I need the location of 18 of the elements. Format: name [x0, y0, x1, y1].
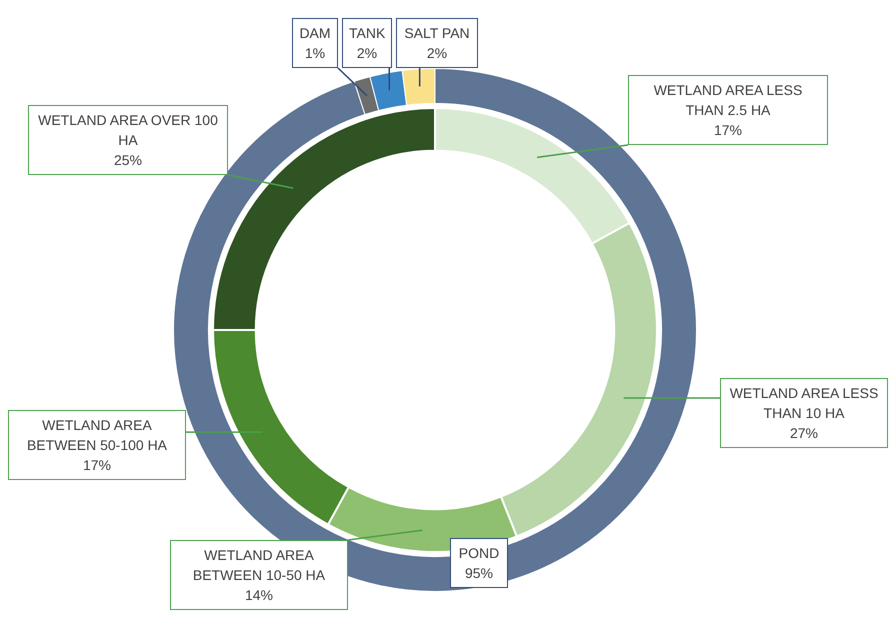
- slice-label: WETLAND AREA OVER 100 HA: [37, 111, 219, 150]
- slice-label: DAM: [299, 24, 331, 43]
- slice-label: SALT PAN: [403, 24, 471, 43]
- data-label: 2%: [356, 44, 378, 63]
- data-label: 25%: [112, 151, 144, 170]
- data-label: 17%: [82, 456, 112, 475]
- slice-label: TANK: [349, 24, 386, 43]
- data-label: 17%: [712, 121, 744, 140]
- slice-label: POND: [458, 544, 500, 563]
- data-label: 27%: [788, 424, 820, 443]
- data-label: 95%: [464, 564, 494, 583]
- slice-label: WETLAND AREA LESS THAN 10 HA: [728, 384, 880, 423]
- slice-label: WETLAND AREA BETWEEN 10-50 HA: [192, 546, 326, 585]
- data-label: 2%: [426, 44, 448, 63]
- slice-label: WETLAND AREA LESS THAN 2.5 HA: [652, 81, 804, 120]
- data-label: 1%: [304, 44, 326, 63]
- data-label: 14%: [244, 586, 274, 605]
- slice-label: WETLAND AREA BETWEEN 50-100 HA: [26, 416, 168, 455]
